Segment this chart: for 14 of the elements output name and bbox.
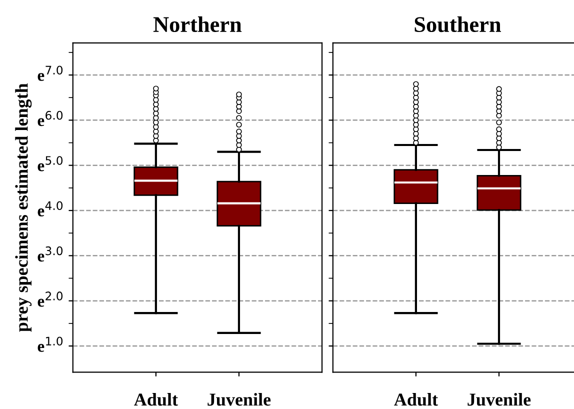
x-tick-label: Juvenile <box>468 393 531 406</box>
chart-title: Northern <box>153 16 242 32</box>
y-tick-label: e$^{1.0}$ <box>38 336 63 352</box>
y-axis-title: prey specimens estimated length <box>15 83 32 332</box>
y-tick-label: e$^{5.0}$ <box>38 156 63 172</box>
x-tick-label: Juvenile <box>208 393 271 406</box>
y-tick-label: e$^{3.0}$ <box>38 246 63 262</box>
y-tick-label: e$^{6.0}$ <box>38 110 63 126</box>
y-tick-label: e$^{4.0}$ <box>38 201 63 216</box>
x-tick-label: Adult <box>134 393 178 406</box>
y-tick-label: e$^{2.0}$ <box>38 292 63 307</box>
y-tick-label: e$^{7.0}$ <box>38 66 63 81</box>
x-tick-label: Adult <box>394 393 438 406</box>
chart-title: Southern <box>414 16 501 32</box>
